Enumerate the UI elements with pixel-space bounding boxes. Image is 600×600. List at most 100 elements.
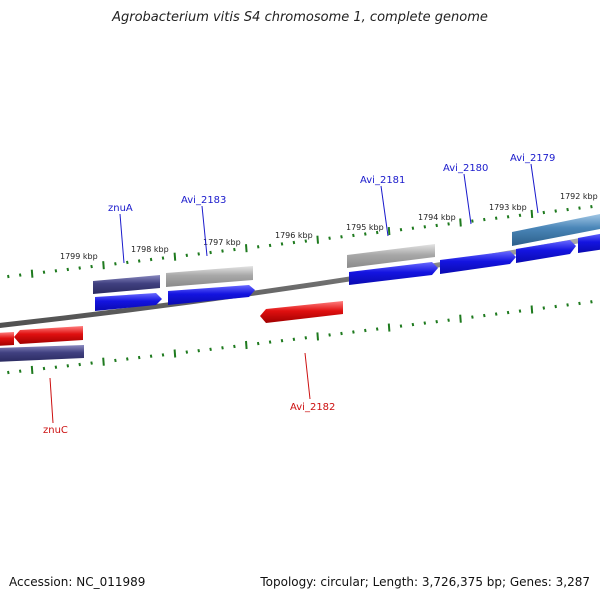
gene-label-avi-2182[interactable]: Avi_2182 (290, 402, 335, 413)
minor-tick (518, 213, 522, 217)
gene-blue-2[interactable] (168, 285, 255, 305)
gene-label-avi-2181[interactable]: Avi_2181 (360, 175, 405, 186)
minor-tick (137, 259, 141, 263)
tick-label: 1796 kbp (275, 231, 313, 240)
leader-line (463, 173, 472, 225)
minor-tick (399, 324, 403, 328)
minor-tick (18, 273, 22, 277)
minor-tick (185, 350, 189, 354)
minor-tick (435, 223, 438, 228)
gene-blue-1[interactable] (95, 293, 162, 311)
minor-tick (340, 235, 343, 239)
minor-tick (66, 364, 70, 368)
minor-tick (578, 301, 581, 306)
tick-row-lower (7, 300, 593, 375)
tick-label: 1798 kbp (131, 245, 169, 254)
gene-label-avi-2179[interactable]: Avi_2179 (510, 153, 555, 164)
minor-tick (161, 256, 165, 260)
minor-tick (483, 313, 486, 318)
minor-tick (304, 336, 308, 340)
gene-avi-2179[interactable] (512, 213, 600, 246)
minor-tick (411, 322, 415, 327)
tick-label: 1794 kbp (418, 213, 456, 222)
major-tick (245, 340, 248, 350)
tick-row-upper (7, 205, 593, 279)
minor-tick (494, 216, 498, 220)
minor-tick (447, 318, 450, 322)
page-title: Agrobacterium vitis S4 chromosome 1, com… (112, 10, 488, 25)
major-tick (459, 218, 462, 227)
major-tick (30, 365, 34, 374)
minor-tick (506, 215, 510, 219)
minor-tick (399, 228, 403, 232)
leader-line (530, 163, 539, 214)
minor-tick (197, 349, 200, 353)
gene-znuA[interactable] (93, 275, 160, 294)
major-tick (102, 357, 105, 366)
minor-tick (518, 309, 522, 313)
minor-tick (447, 222, 450, 226)
minor-tick (304, 239, 308, 243)
gene-avi-2180[interactable] (440, 251, 516, 274)
accession-text: Accession: NC_011989 (9, 575, 146, 589)
minor-tick (340, 331, 343, 336)
minor-tick (197, 252, 200, 256)
gene-label-znuA[interactable]: znuA (108, 203, 133, 214)
tick-label: 1795 kbp (346, 223, 384, 232)
minor-tick (268, 243, 272, 248)
minor-tick (542, 306, 546, 310)
tick-label: 1792 kbp (560, 192, 598, 201)
leader-lines (49, 163, 539, 424)
leader-line (304, 352, 311, 400)
gene-avi-2181[interactable] (347, 244, 435, 268)
major-tick (387, 227, 391, 236)
gene-navy-lower[interactable] (0, 345, 84, 362)
gene-label-znuC[interactable]: znuC (43, 425, 68, 436)
gene-red-edge[interactable] (0, 332, 14, 346)
major-tick (459, 314, 462, 323)
minor-tick (256, 245, 260, 249)
minor-tick (256, 341, 260, 346)
minor-tick (566, 303, 569, 307)
gene-label-avi-2180[interactable]: Avi_2180 (443, 163, 488, 174)
minor-tick (42, 270, 46, 274)
minor-tick (364, 328, 367, 333)
gene-label-avi-2183[interactable]: Avi_2183 (181, 195, 226, 206)
minor-tick (126, 357, 129, 361)
minor-tick (268, 340, 272, 344)
minor-tick (42, 366, 46, 371)
major-tick (245, 244, 248, 253)
minor-tick (494, 312, 498, 316)
gene-blue-6[interactable] (578, 233, 600, 253)
minor-tick (54, 269, 58, 273)
minor-tick (554, 304, 557, 309)
major-tick (316, 332, 319, 341)
gene-blue-5[interactable] (516, 240, 576, 263)
major-tick (173, 252, 177, 261)
gene-znuC[interactable] (14, 326, 83, 344)
minor-tick (423, 321, 427, 325)
minor-tick (161, 353, 165, 357)
minor-tick (185, 253, 189, 257)
minor-tick (90, 361, 93, 365)
minor-tick (280, 339, 284, 343)
minor-tick (352, 233, 355, 238)
genome-summary-text: Topology: circular; Length: 3,726,375 bp… (260, 575, 590, 589)
minor-tick (221, 346, 224, 350)
minor-tick (114, 358, 117, 363)
minor-tick (483, 217, 486, 222)
gene-avi-2182[interactable] (260, 301, 343, 323)
gene-blue-3[interactable] (349, 262, 438, 285)
major-tick (316, 235, 319, 244)
gene-avi-2183[interactable] (166, 266, 253, 287)
minor-tick (435, 320, 438, 324)
major-tick (30, 269, 34, 278)
minor-tick (375, 327, 379, 331)
minor-tick (54, 365, 58, 369)
minor-tick (590, 205, 593, 209)
minor-tick (233, 344, 236, 349)
minor-tick (292, 240, 296, 245)
minor-tick (149, 354, 153, 358)
minor-tick (90, 264, 93, 269)
